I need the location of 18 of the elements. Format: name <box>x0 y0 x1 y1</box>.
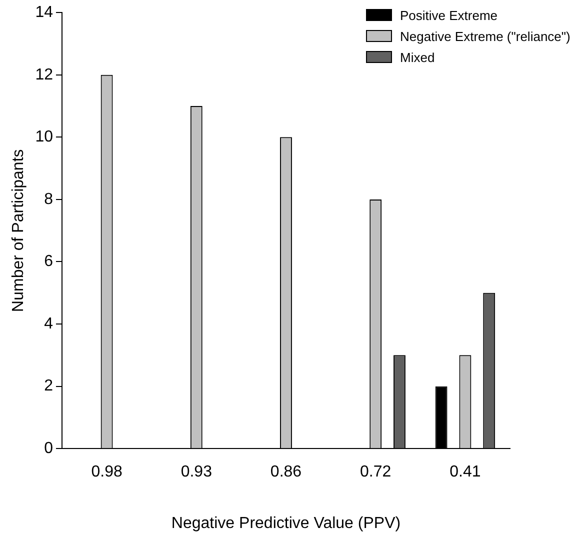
x-tick-label: 0.86 <box>270 464 302 481</box>
y-tick-label: 6 <box>44 253 54 270</box>
y-tick-label: 2 <box>44 378 54 395</box>
x-tick-label: 0.41 <box>450 464 481 481</box>
x-axis-title: Negative Predictive Value (PPV) <box>171 514 401 532</box>
y-axis-title: Number of Participants <box>10 149 28 312</box>
legend-label: Mixed <box>400 50 435 65</box>
y-tick-label: 14 <box>35 4 54 22</box>
y-tick-label: 4 <box>44 315 54 332</box>
y-tick-label: 12 <box>35 66 54 84</box>
legend-label: Negative Extreme ("reliance") <box>400 28 570 44</box>
x-tick-label: 0.93 <box>180 464 212 481</box>
y-tick-label: 0 <box>44 440 54 458</box>
x-tick-label: 0.98 <box>91 464 122 481</box>
x-tick-label: 0.72 <box>360 464 392 481</box>
legend-label: Positive Extreme <box>400 8 498 23</box>
y-tick-label: 10 <box>35 128 54 146</box>
y-tick-label: 8 <box>44 190 54 208</box>
